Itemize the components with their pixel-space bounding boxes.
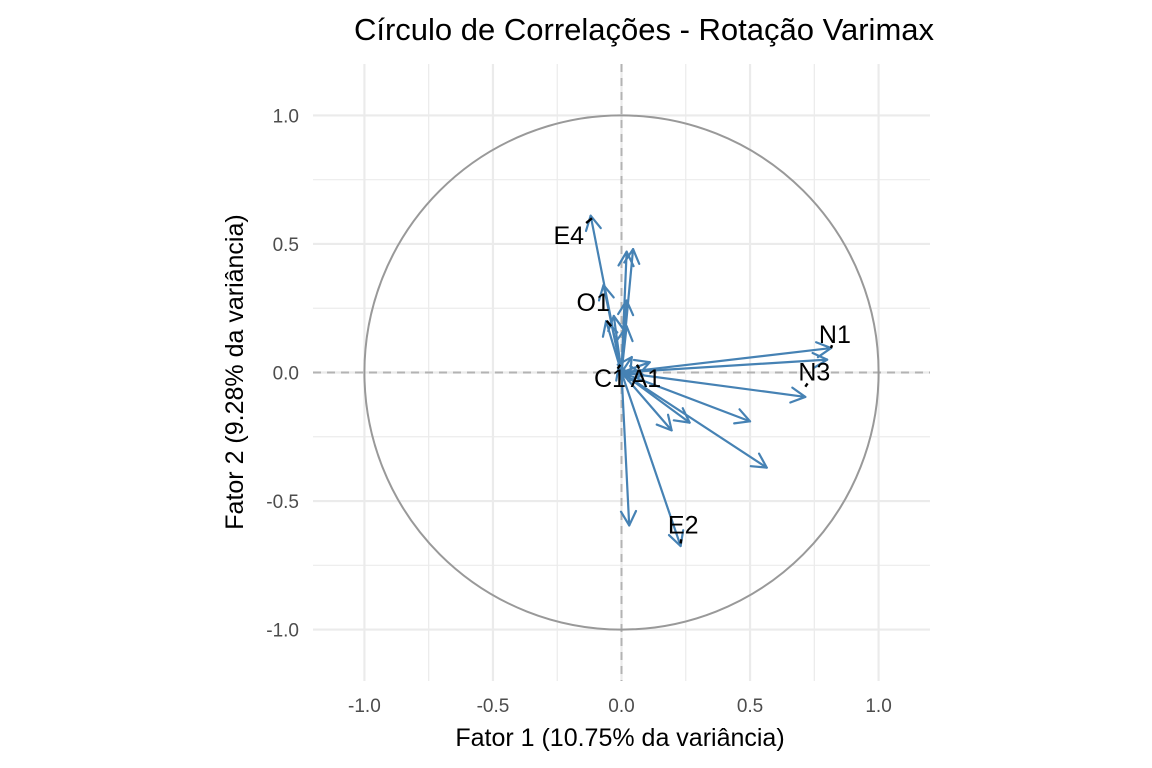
variable-labels: N1 N3 E2 E4 O1 C1 A1: [554, 217, 851, 544]
arrow-shaft: [620, 371, 673, 432]
label-leader: [829, 344, 834, 349]
label-leader: [635, 364, 641, 370]
variable-label-e4: E4: [554, 217, 593, 250]
loading-arrow: [620, 371, 691, 424]
arrow-shaft: [620, 325, 628, 374]
x-tick-labels: -1.0 -0.5 0.0 0.5 1.0: [348, 696, 892, 717]
arrow-head: [733, 408, 752, 425]
unit-circle-outline: [363, 114, 880, 631]
arrow-head: [667, 529, 685, 548]
label-leader: [616, 364, 622, 370]
arrow-head: [616, 355, 633, 375]
unit-circle: [363, 114, 880, 631]
y-tick-label: 0.5: [273, 235, 299, 256]
arrow-head: [597, 283, 615, 302]
variable-label-n3: N3: [798, 358, 830, 388]
label-leader: [679, 539, 683, 544]
y-axis-title: Fator 2 (9.28% da variância): [221, 214, 249, 529]
arrow-head: [584, 214, 602, 233]
label-text: O1: [577, 289, 610, 317]
x-tick-label: -1.0: [348, 696, 381, 717]
loading-arrow: [620, 371, 673, 432]
variable-label-e2: E2: [668, 511, 699, 544]
arrow-head: [619, 509, 638, 527]
label-text: N1: [819, 321, 851, 349]
loading-arrow: [616, 325, 634, 374]
arrow-shaft: [620, 371, 807, 399]
arrow-shaft: [620, 371, 768, 469]
y-tick-labels: -1.0 -0.5 0.0 0.5 1.0: [266, 106, 299, 641]
loading-arrow: [620, 371, 807, 404]
y-tick-label: -1.0: [266, 621, 299, 642]
variable-label-o1: O1: [577, 289, 613, 327]
arrow-head: [616, 325, 634, 343]
label-text: E4: [554, 222, 585, 250]
arrow-head: [789, 386, 807, 404]
variable-label-a1: A1: [631, 364, 662, 393]
y-tick-label: 0.0: [273, 364, 299, 385]
x-tick-label: 1.0: [865, 696, 891, 717]
arrow-shaft: [620, 371, 631, 527]
arrow-head: [617, 299, 635, 317]
label-text: C1: [594, 365, 626, 393]
loading-arrow: [620, 371, 685, 548]
label-leader: [804, 382, 809, 388]
arrow-head: [627, 364, 645, 382]
label-text: N3: [798, 358, 830, 386]
loading-arrow: [620, 351, 829, 374]
loading-arrow: [620, 371, 752, 425]
arrow-shaft: [620, 371, 691, 424]
x-tick-label: 0.0: [608, 696, 634, 717]
label-text: E2: [668, 511, 699, 539]
loading-arrows: [584, 214, 833, 548]
loading-arrow: [619, 371, 638, 527]
arrow-shaft: [620, 346, 833, 374]
loading-arrow: [620, 364, 645, 382]
arrow-shaft: [620, 371, 682, 548]
label-text: A1: [631, 365, 662, 393]
arrow-shaft: [620, 371, 645, 377]
arrow-head: [617, 250, 635, 268]
arrow-shaft: [620, 358, 829, 374]
arrow-head: [655, 413, 673, 432]
arrow-shaft: [620, 371, 752, 423]
arrow-head: [672, 407, 691, 424]
x-tick-label: 0.5: [737, 696, 763, 717]
y-tick-label: 1.0: [273, 106, 299, 127]
x-tick-label: -0.5: [477, 696, 510, 717]
chart-title: Círculo de Correlações - Rotação Varimax: [354, 12, 935, 47]
variable-label-n1: N1: [819, 321, 851, 349]
arrow-head: [601, 319, 619, 338]
y-tick-label: -0.5: [266, 492, 299, 513]
loading-arrow: [620, 371, 768, 469]
label-leader: [605, 319, 613, 327]
variable-label-c1: C1: [594, 364, 626, 393]
arrow-head: [749, 452, 768, 469]
arrow-head: [811, 351, 829, 370]
x-axis-title: Fator 1 (10.75% da variância): [455, 724, 784, 752]
arrow-head: [632, 358, 651, 376]
label-leader: [585, 217, 593, 224]
